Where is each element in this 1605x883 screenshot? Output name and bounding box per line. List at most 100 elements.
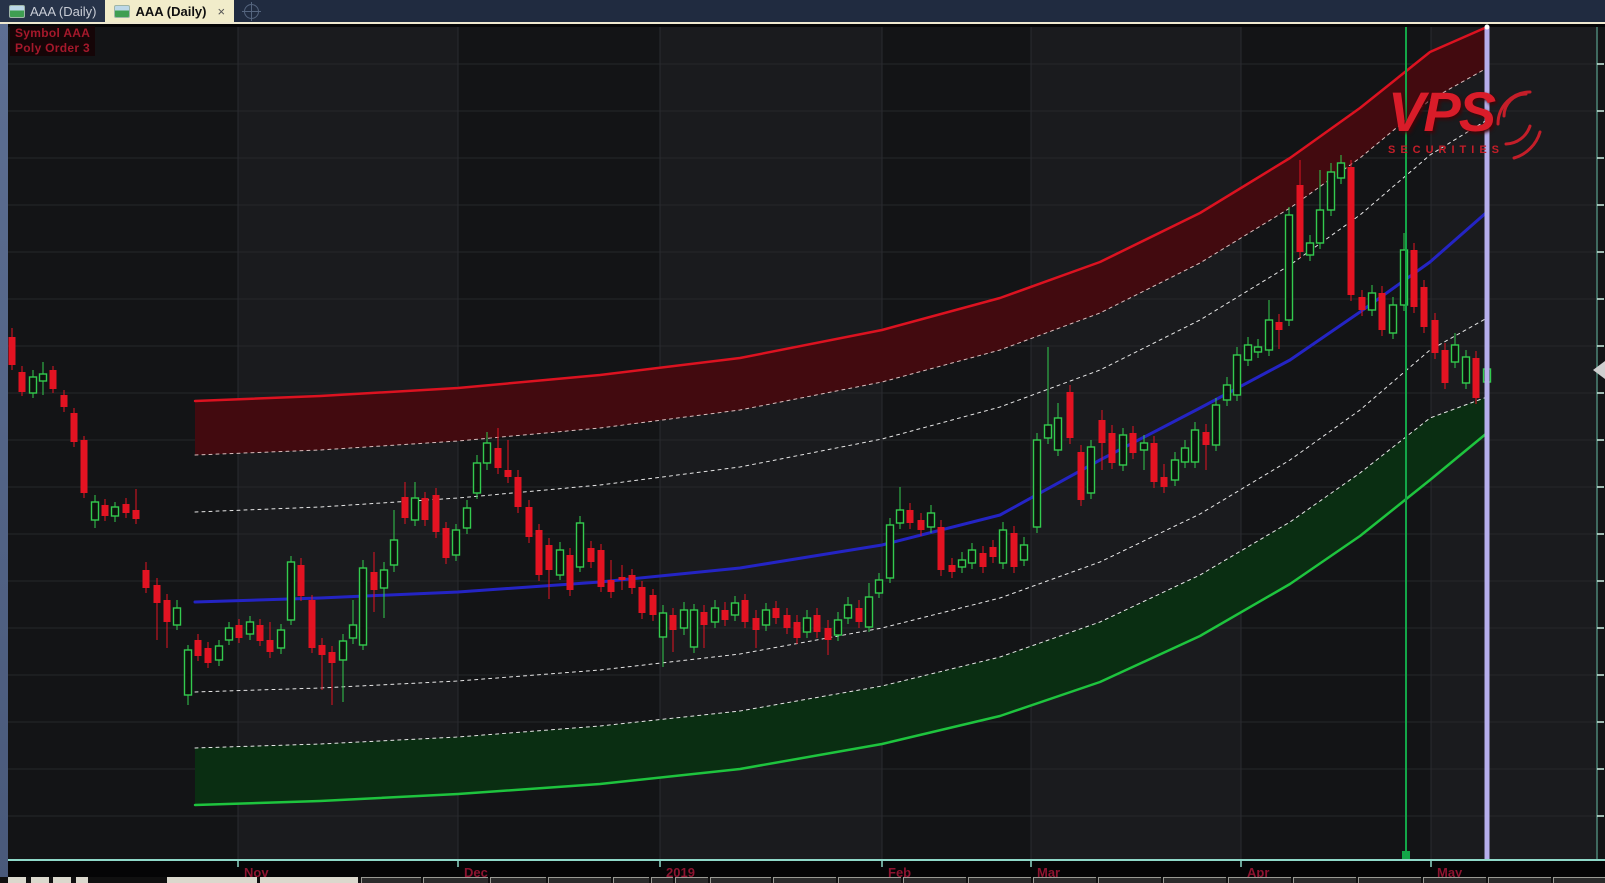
candle-up[interactable]	[864, 596, 874, 628]
candle-down[interactable]	[1160, 477, 1168, 487]
candle-down[interactable]	[587, 548, 595, 562]
candle-down[interactable]	[855, 608, 863, 622]
candle-down[interactable]	[266, 640, 274, 652]
candle-down[interactable]	[597, 550, 605, 587]
candle-up[interactable]	[1019, 544, 1029, 561]
candle-down[interactable]	[535, 530, 543, 575]
candle-up[interactable]	[482, 442, 492, 464]
candle-down[interactable]	[700, 612, 708, 625]
candle-up[interactable]	[1315, 209, 1325, 244]
candle-up[interactable]	[1388, 304, 1398, 334]
candle-down[interactable]	[1296, 185, 1304, 252]
candle-down[interactable]	[1275, 322, 1283, 330]
candle-up[interactable]	[214, 645, 224, 661]
candle-up[interactable]	[276, 629, 286, 649]
candle-down[interactable]	[132, 510, 140, 519]
taskbar-window-button[interactable]	[423, 877, 488, 883]
candle-up[interactable]	[1461, 356, 1471, 384]
taskbar-window-button[interactable]	[675, 877, 708, 883]
candle-down[interactable]	[504, 470, 512, 477]
candle-down[interactable]	[824, 628, 832, 640]
candle-up[interactable]	[1053, 417, 1063, 451]
candle-up[interactable]	[1180, 447, 1190, 463]
candle-down[interactable]	[607, 580, 615, 592]
taskbar-quicklaunch-button[interactable]	[53, 877, 71, 883]
candle-down[interactable]	[906, 510, 914, 523]
candle-up[interactable]	[998, 529, 1008, 564]
candle-up[interactable]	[1399, 249, 1409, 306]
candle-down[interactable]	[142, 570, 150, 588]
candle-up[interactable]	[410, 497, 420, 521]
candle-up[interactable]	[1336, 162, 1346, 179]
candle-up[interactable]	[245, 621, 255, 635]
candle-down[interactable]	[1420, 287, 1428, 327]
candle-down[interactable]	[60, 395, 68, 407]
candle-up[interactable]	[90, 501, 100, 521]
tab-aaa-daily-active[interactable]: AAA (Daily) ×	[105, 0, 235, 22]
candle-down[interactable]	[401, 497, 409, 518]
candle-down[interactable]	[1098, 420, 1106, 443]
candle-up[interactable]	[874, 579, 884, 594]
candle-up[interactable]	[1450, 344, 1460, 363]
candle-down[interactable]	[514, 477, 522, 507]
candle-down[interactable]	[1077, 452, 1085, 500]
close-tab-icon[interactable]: ×	[217, 3, 226, 19]
crosshair-target-icon[interactable]	[242, 2, 262, 21]
candle-up[interactable]	[1190, 429, 1200, 463]
candle-up[interactable]	[224, 627, 234, 641]
candle-down[interactable]	[256, 625, 264, 641]
candle-up[interactable]	[1284, 214, 1294, 321]
candle-up[interactable]	[462, 507, 472, 529]
taskbar-window-button[interactable]	[1553, 877, 1605, 883]
candle-down[interactable]	[49, 370, 57, 389]
candle-up[interactable]	[38, 373, 48, 382]
candle-down[interactable]	[783, 615, 791, 628]
taskbar-window-button[interactable]	[1098, 877, 1161, 883]
candle-up[interactable]	[1043, 424, 1053, 439]
candle-down[interactable]	[1129, 433, 1137, 453]
taskbar-window-button[interactable]	[651, 877, 673, 883]
candle-down[interactable]	[1441, 350, 1449, 383]
candle-up[interactable]	[710, 607, 720, 623]
candle-down[interactable]	[618, 577, 626, 580]
taskbar-window-button[interactable]	[1228, 877, 1291, 883]
candle-down[interactable]	[318, 645, 326, 655]
price-arrow-marker[interactable]	[1593, 361, 1605, 379]
candle-up[interactable]	[967, 549, 977, 564]
candle-up[interactable]	[658, 612, 668, 638]
taskbar-quicklaunch-button[interactable]	[76, 877, 88, 883]
candle-down[interactable]	[432, 495, 440, 532]
candle-up[interactable]	[1086, 446, 1096, 494]
candle-down[interactable]	[566, 555, 574, 590]
candle-up[interactable]	[1305, 242, 1315, 256]
candle-up[interactable]	[1253, 346, 1263, 353]
candle-up[interactable]	[957, 559, 967, 568]
candle-down[interactable]	[421, 498, 429, 520]
candle-down[interactable]	[163, 600, 171, 622]
candle-up[interactable]	[843, 604, 853, 619]
taskbar-window-button[interactable]	[260, 877, 358, 883]
candle-up[interactable]	[555, 549, 565, 576]
candle-up[interactable]	[802, 617, 812, 633]
candle-down[interactable]	[1108, 433, 1116, 463]
candle-down[interactable]	[308, 600, 316, 648]
candle-down[interactable]	[297, 565, 305, 596]
candle-down[interactable]	[8, 337, 16, 365]
candle-up[interactable]	[348, 624, 358, 639]
candle-up[interactable]	[358, 567, 368, 646]
candle-up[interactable]	[379, 569, 389, 589]
candle-down[interactable]	[194, 640, 202, 656]
candle-down[interactable]	[813, 615, 821, 632]
candle-down[interactable]	[638, 587, 646, 613]
candle-up[interactable]	[1139, 442, 1149, 451]
taskbar-window-button[interactable]	[1423, 877, 1486, 883]
candle-up[interactable]	[389, 539, 399, 566]
taskbar-window-button[interactable]	[613, 877, 649, 883]
taskbar-window-button[interactable]	[1033, 877, 1096, 883]
taskbar-window-button[interactable]	[361, 877, 421, 883]
candle-down[interactable]	[752, 618, 760, 630]
candle-down[interactable]	[1150, 443, 1158, 482]
candle-down[interactable]	[328, 652, 336, 663]
candle-up[interactable]	[28, 376, 38, 394]
